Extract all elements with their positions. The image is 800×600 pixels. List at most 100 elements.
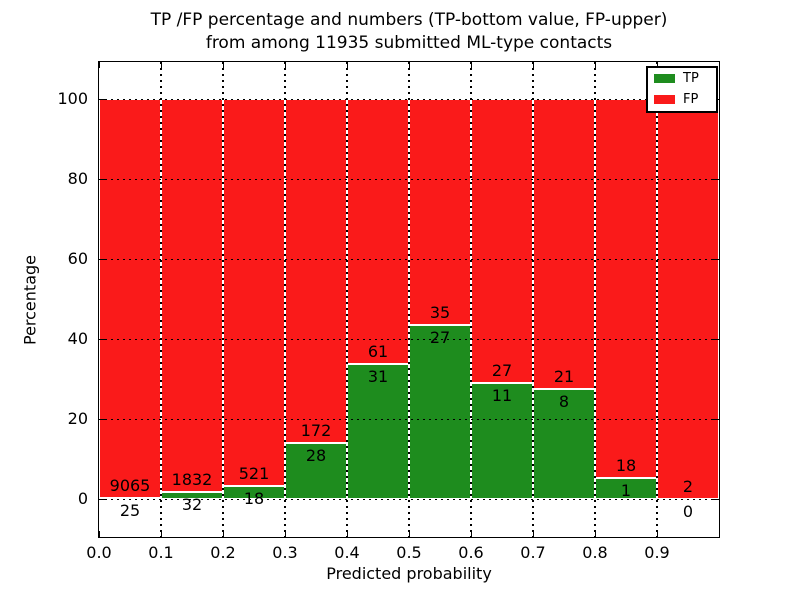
- x-tick-mark: [347, 62, 348, 68]
- x-tick-mark: [285, 531, 286, 537]
- x-axis-label: Predicted probability: [326, 564, 492, 583]
- x-tick-mark: [409, 62, 410, 68]
- bar-fp-segment: [161, 99, 223, 493]
- x-tick-mark: [533, 531, 534, 537]
- x-tick-mark: [285, 62, 286, 68]
- fp-count-label: 61: [367, 342, 389, 362]
- bar-fp-segment: [409, 99, 471, 325]
- tp-count-label: 0: [682, 502, 694, 521]
- v-gridline: [160, 62, 162, 537]
- x-tick-mark: [471, 62, 472, 68]
- x-tick-label: 0.1: [148, 543, 174, 562]
- y-tick-label: 100: [57, 89, 88, 108]
- x-tick-mark: [471, 531, 472, 537]
- y-tick-mark: [713, 499, 719, 500]
- x-tick-mark: [595, 531, 596, 537]
- y-tick-label: 0: [77, 489, 88, 508]
- x-tick-mark: [161, 531, 162, 537]
- x-tick-label: 0.3: [272, 543, 298, 562]
- x-tick-mark: [99, 62, 100, 68]
- bar-fp-segment: [347, 99, 409, 365]
- x-tick-mark: [99, 531, 100, 537]
- v-gridline: [470, 62, 472, 537]
- chart-title: TP /FP percentage and numbers (TP-bottom…: [98, 9, 720, 55]
- x-tick-label: 0.0: [86, 543, 112, 562]
- v-gridline: [408, 62, 410, 537]
- bar-fp-segment: [533, 99, 595, 389]
- y-tick-mark: [99, 179, 105, 180]
- h-gridline: [99, 499, 719, 500]
- x-tick-label: 0.2: [210, 543, 236, 562]
- y-tick-mark: [713, 259, 719, 260]
- fp-count-label: 1832: [171, 470, 213, 490]
- h-gridline: [99, 419, 719, 420]
- chart-title-line1: TP /FP percentage and numbers (TP-bottom…: [150, 10, 668, 30]
- fp-count-label: 172: [300, 421, 332, 440]
- v-gridline: [532, 62, 534, 537]
- h-gridline: [99, 99, 719, 100]
- y-tick-label: 60: [67, 249, 88, 268]
- fp-count-label: 2: [682, 477, 694, 496]
- x-tick-label: 0.9: [644, 543, 670, 562]
- x-tick-mark: [347, 531, 348, 537]
- bar-fp-segment: [285, 99, 347, 443]
- x-tick-label: 0.7: [520, 543, 546, 562]
- h-gridline: [99, 339, 719, 340]
- bar-tp-segment: [471, 383, 533, 499]
- y-tick-mark: [713, 339, 719, 340]
- bar-tp-segment: [285, 443, 347, 499]
- v-gridline: [594, 62, 596, 537]
- fp-count-label: 9065: [109, 475, 151, 495]
- x-tick-mark: [657, 531, 658, 537]
- chart-title-line2: from among 11935 submitted ML-type conta…: [205, 33, 613, 53]
- bar-fp-segment: [471, 99, 533, 384]
- v-gridline: [656, 62, 658, 537]
- fp-count-label: 35: [429, 302, 451, 322]
- fp-count-label: 27: [491, 361, 513, 381]
- x-tick-mark: [409, 531, 410, 537]
- y-tick-mark: [99, 99, 105, 100]
- fp-swatch-icon: [654, 95, 675, 104]
- y-tick-mark: [99, 259, 105, 260]
- tp-count-label: 8: [558, 391, 570, 411]
- y-tick-mark: [713, 179, 719, 180]
- v-gridline: [222, 62, 224, 537]
- legend-item-tp: TP: [648, 68, 716, 89]
- tp-swatch-icon: [654, 74, 675, 83]
- y-tick-label: 20: [67, 409, 88, 428]
- x-tick-mark: [161, 62, 162, 68]
- x-tick-mark: [657, 62, 658, 68]
- h-gridline: [99, 259, 719, 260]
- x-tick-label: 0.6: [458, 543, 484, 562]
- h-gridline: [99, 179, 719, 180]
- x-tick-mark: [223, 62, 224, 68]
- tp-count-label: 11: [491, 386, 513, 406]
- x-tick-label: 0.5: [396, 543, 422, 562]
- y-tick-mark: [99, 339, 105, 340]
- y-tick-mark: [99, 499, 105, 500]
- bar-tp-segment: [347, 364, 409, 499]
- bar-fp-segment: [223, 99, 285, 486]
- legend-label-tp: TP: [683, 71, 699, 86]
- legend-label-fp: FP: [683, 92, 699, 107]
- tp-count-label: 28: [305, 446, 327, 465]
- bar-fp-segment: [595, 99, 657, 478]
- x-tick-mark: [223, 531, 224, 537]
- bar-fp-segment: [657, 99, 719, 499]
- fp-count-label: 21: [553, 366, 575, 386]
- legend-item-fp: FP: [648, 89, 716, 110]
- plot-area: 9065 25 1832 32 521 18 172 28 61 31 35 27 27 11 21 8 18 1…: [98, 61, 720, 538]
- v-gridline: [284, 62, 286, 537]
- tp-count-label: 32: [181, 495, 203, 515]
- y-tick-label: 40: [67, 329, 88, 348]
- legend: TP FP: [646, 66, 718, 113]
- bar-fp-segment: [99, 99, 161, 498]
- y-tick-mark: [99, 419, 105, 420]
- fp-count-label: 18: [615, 455, 637, 475]
- fp-count-label: 521: [238, 463, 270, 483]
- x-tick-label: 0.4: [334, 543, 360, 562]
- tp-count-label: 27: [429, 327, 451, 347]
- tp-count-label: 18: [243, 488, 265, 508]
- y-tick-mark: [713, 419, 719, 420]
